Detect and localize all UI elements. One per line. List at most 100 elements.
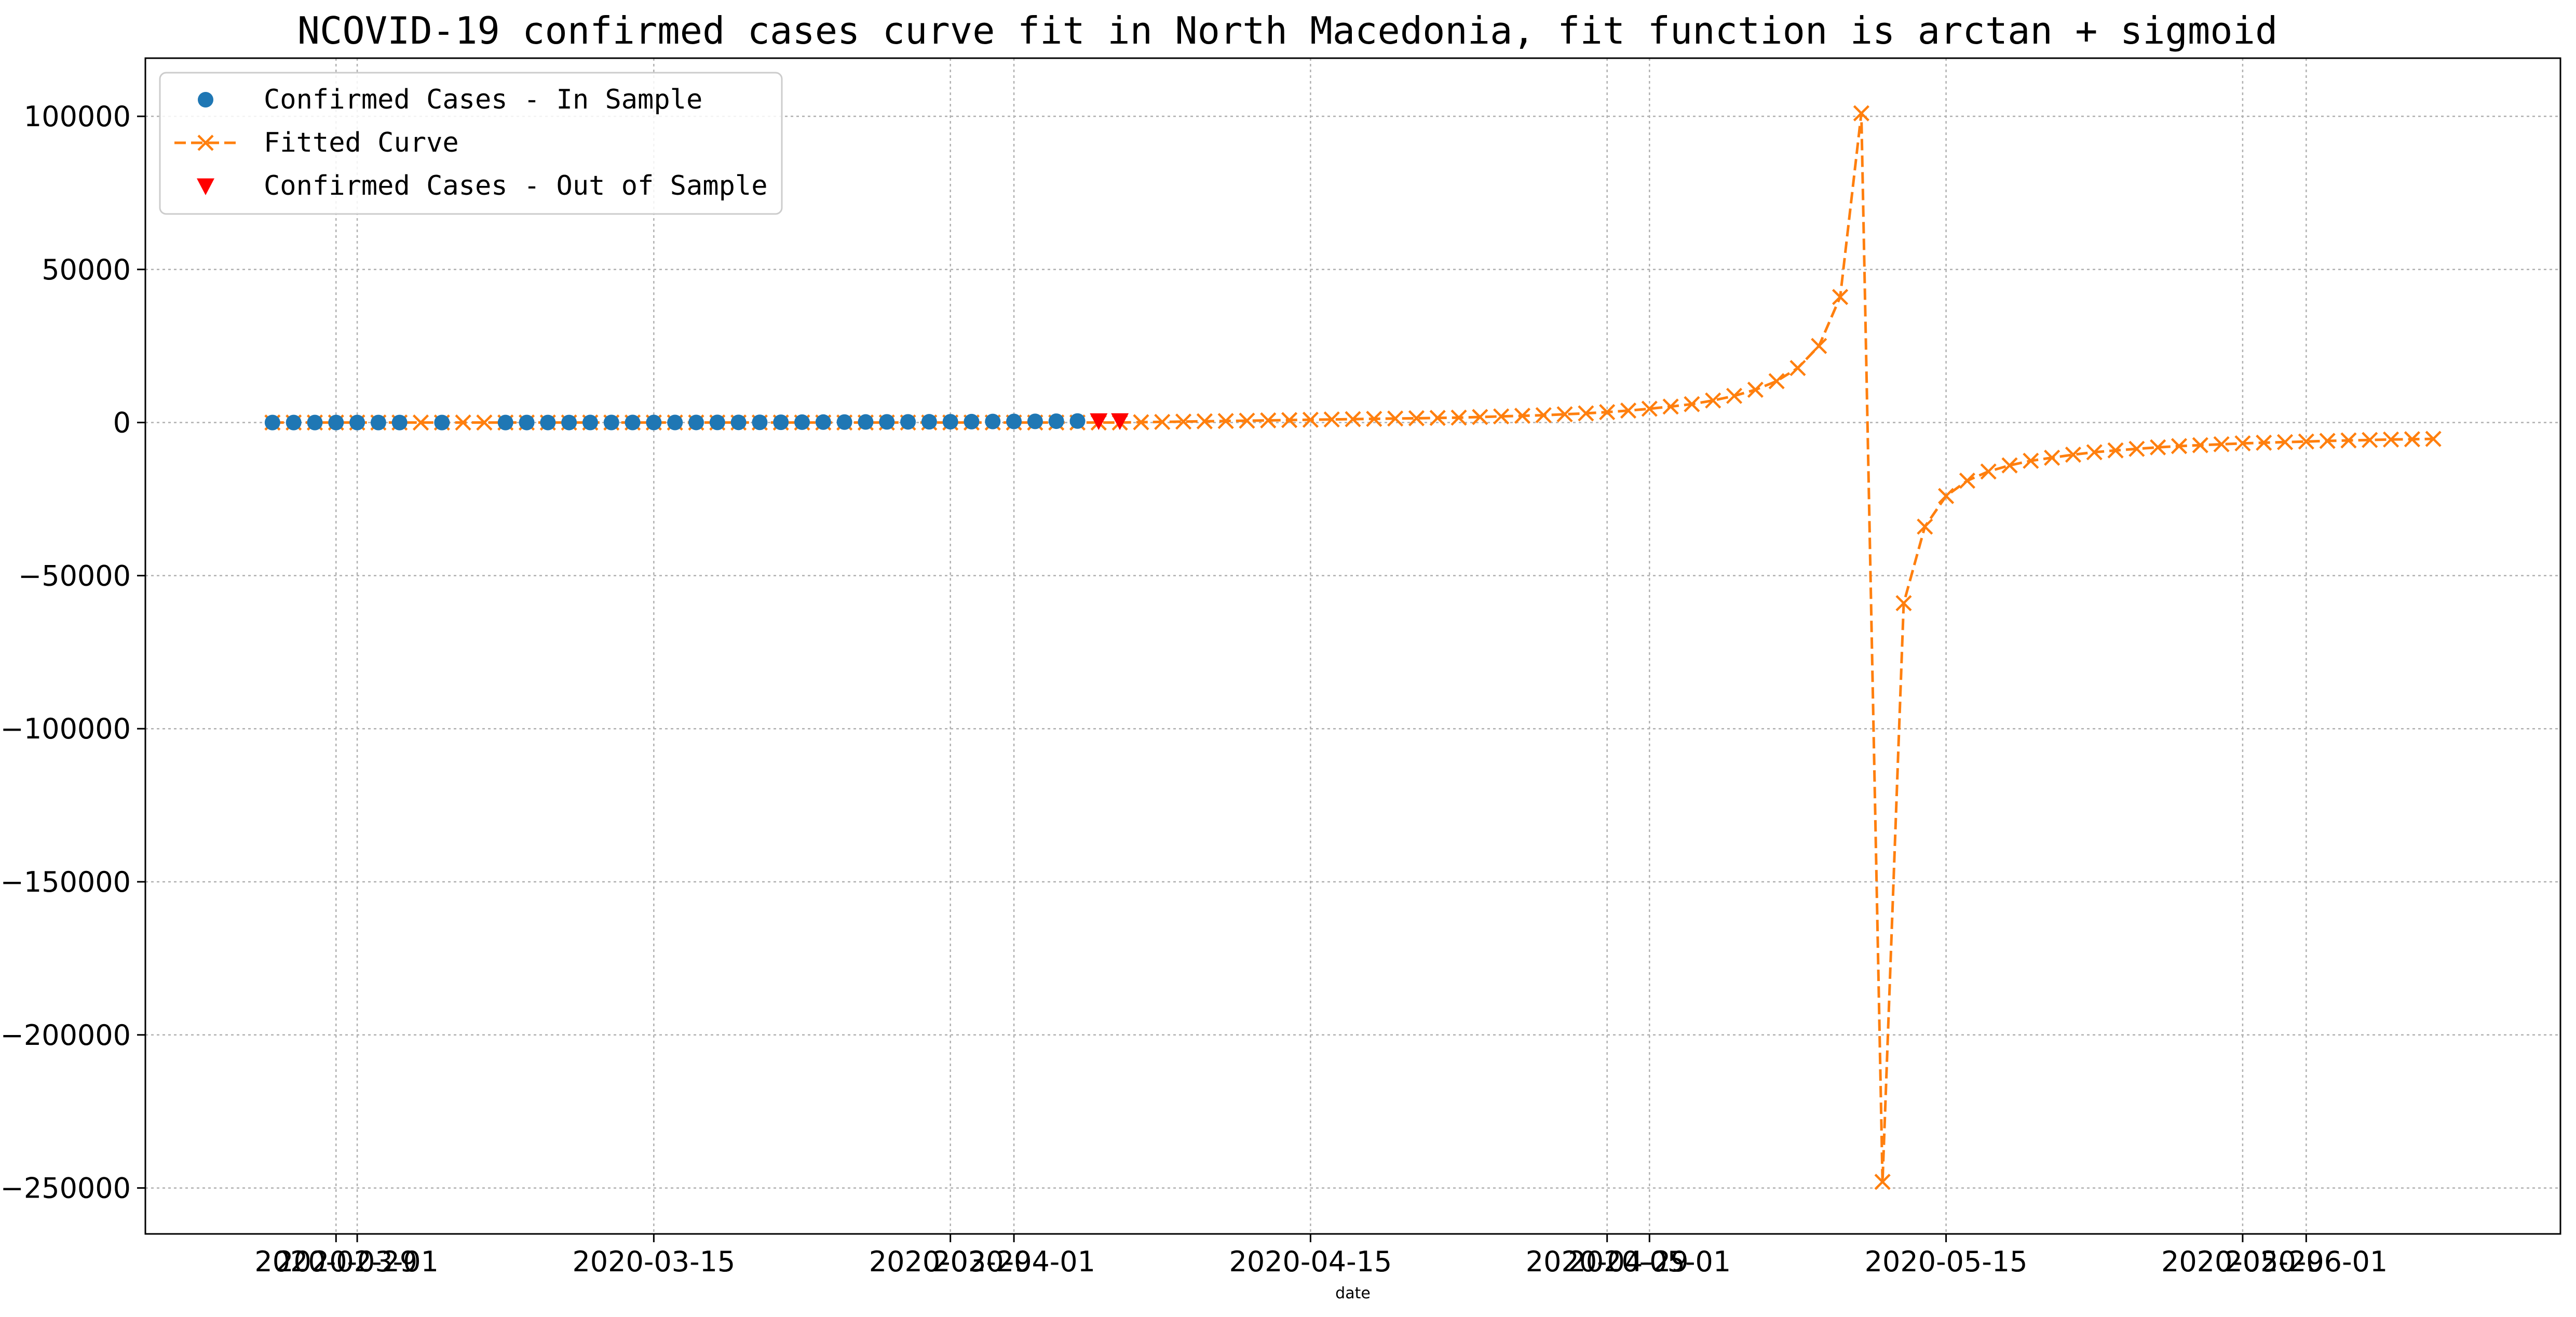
legend-marker	[198, 92, 213, 107]
in-sample-point	[1027, 413, 1043, 429]
fitted-point	[2234, 435, 2251, 452]
x-tick-label: 2020-05-15	[1865, 1245, 2028, 1278]
in-sample-point	[688, 414, 704, 431]
y-tick-label: 0	[113, 407, 131, 439]
x-marker-stroke	[1429, 410, 1446, 426]
y-tick-label: −150000	[1, 866, 131, 898]
fitted-point	[2362, 432, 2378, 448]
x-marker-stroke	[1154, 413, 1171, 431]
fitted-point	[1450, 409, 1467, 426]
fitted-point	[2425, 431, 2442, 447]
fitted-point	[2150, 439, 2166, 455]
in-sample-point	[942, 414, 958, 430]
x-marker-stroke	[1811, 338, 1827, 354]
fitted-point	[1705, 392, 1721, 409]
in-sample-point	[900, 414, 916, 430]
x-marker-stroke	[2107, 442, 2124, 459]
in-sample-point	[582, 414, 598, 431]
y-tick-label: −200000	[1, 1019, 131, 1052]
x-marker-stroke	[2192, 437, 2208, 453]
fitted-point	[1133, 414, 1149, 431]
fitted-point	[2382, 431, 2399, 448]
in-sample-point	[836, 414, 852, 430]
x-marker-stroke	[1450, 409, 1467, 426]
x-marker-stroke	[1514, 408, 1531, 424]
y-tick-label: 50000	[42, 253, 131, 286]
out-of-sample-point	[1090, 413, 1108, 431]
x-tick-label: 2020-04-15	[1229, 1245, 1392, 1278]
x-marker-stroke	[1493, 408, 1510, 425]
legend-marker	[197, 178, 214, 195]
legend-label: Confirmed Cases - In Sample	[264, 84, 702, 115]
fitted-point	[412, 414, 429, 431]
fitted-point	[1853, 105, 1869, 122]
fitted-point	[1535, 407, 1552, 424]
in-sample-point	[519, 414, 535, 431]
x-marker-stroke	[2234, 435, 2251, 452]
fitted-point	[1874, 1174, 1891, 1190]
fitted-point	[1514, 408, 1531, 424]
fitted-point	[455, 414, 471, 431]
x-marker-stroke	[197, 135, 214, 151]
in-sample-point	[264, 414, 280, 431]
fitted-point	[1323, 411, 1340, 428]
fitted-point	[2192, 437, 2208, 453]
plot-series	[264, 105, 2442, 1190]
x-marker-stroke	[1959, 473, 1975, 489]
fitted-point	[1239, 412, 1255, 429]
fitted-point	[2171, 438, 2188, 454]
x-marker-stroke	[1239, 412, 1255, 429]
y-tick-label: 100000	[24, 100, 131, 133]
legend-item-2: Confirmed Cases - Out of Sample	[197, 170, 768, 201]
axis-ticks: 100000 50000 0 −50000 −100000 −150000 −200000 −…	[1, 100, 2388, 1278]
x-marker-stroke	[1323, 411, 1340, 428]
fitted-point	[1832, 289, 1849, 305]
fitted-point	[1895, 595, 1912, 612]
x-marker-stroke	[1196, 413, 1213, 429]
x-marker-stroke	[1535, 407, 1552, 424]
x-tick-label: 2020-04-29	[1526, 1245, 1689, 1278]
x-marker-stroke	[2065, 446, 2082, 463]
in-sample-point	[730, 414, 747, 431]
fitted-point	[1408, 410, 1425, 426]
x-tick-label: 2020-05-01	[1568, 1245, 1731, 1278]
in-sample-point	[286, 414, 302, 431]
fitted-point	[1217, 413, 1234, 429]
legend: Confirmed Cases - In Sample Fitted Curve C…	[159, 72, 783, 215]
x-tick-label: 2020-05-29	[2161, 1245, 2324, 1278]
fitted-point	[1429, 410, 1446, 426]
x-marker-stroke	[2256, 434, 2272, 451]
fitted-point	[2213, 436, 2230, 453]
x-marker-stroke	[2362, 432, 2378, 448]
in-sample-point	[858, 414, 874, 430]
y-tick-label: −100000	[1, 713, 131, 745]
x-marker-stroke	[1684, 396, 1700, 412]
in-sample-point	[540, 414, 556, 431]
fitted-point	[1472, 409, 1488, 425]
plot-frame	[144, 57, 2561, 1235]
in-sample-point	[307, 414, 323, 431]
fitted-point	[2023, 452, 2039, 469]
in-sample-point	[879, 414, 895, 430]
x-marker-stroke	[1281, 412, 1298, 428]
x-axis-label: date	[1335, 1284, 1371, 1302]
fitted-point	[1260, 412, 1277, 429]
in-sample-point	[349, 414, 365, 431]
fitted-point	[1556, 406, 1573, 423]
fitted-point	[1281, 412, 1298, 428]
out-of-sample-point	[1111, 413, 1129, 431]
in-sample-point	[497, 414, 513, 431]
fitted-point	[1578, 405, 1594, 422]
x-marker-stroke	[1620, 402, 1637, 419]
x-marker-stroke	[412, 414, 429, 431]
in-sample-point	[625, 414, 641, 431]
x-marker-stroke	[1472, 409, 1488, 425]
x-marker-stroke	[1726, 387, 1743, 404]
legend-item-0: Confirmed Cases - In Sample	[198, 84, 702, 115]
x-marker-stroke	[2128, 440, 2145, 457]
fitted-point	[1302, 411, 1319, 428]
fitted-point	[2340, 432, 2357, 449]
x-marker-stroke	[2001, 457, 2018, 474]
legend-box	[159, 72, 783, 215]
in-sample-point	[964, 413, 980, 429]
